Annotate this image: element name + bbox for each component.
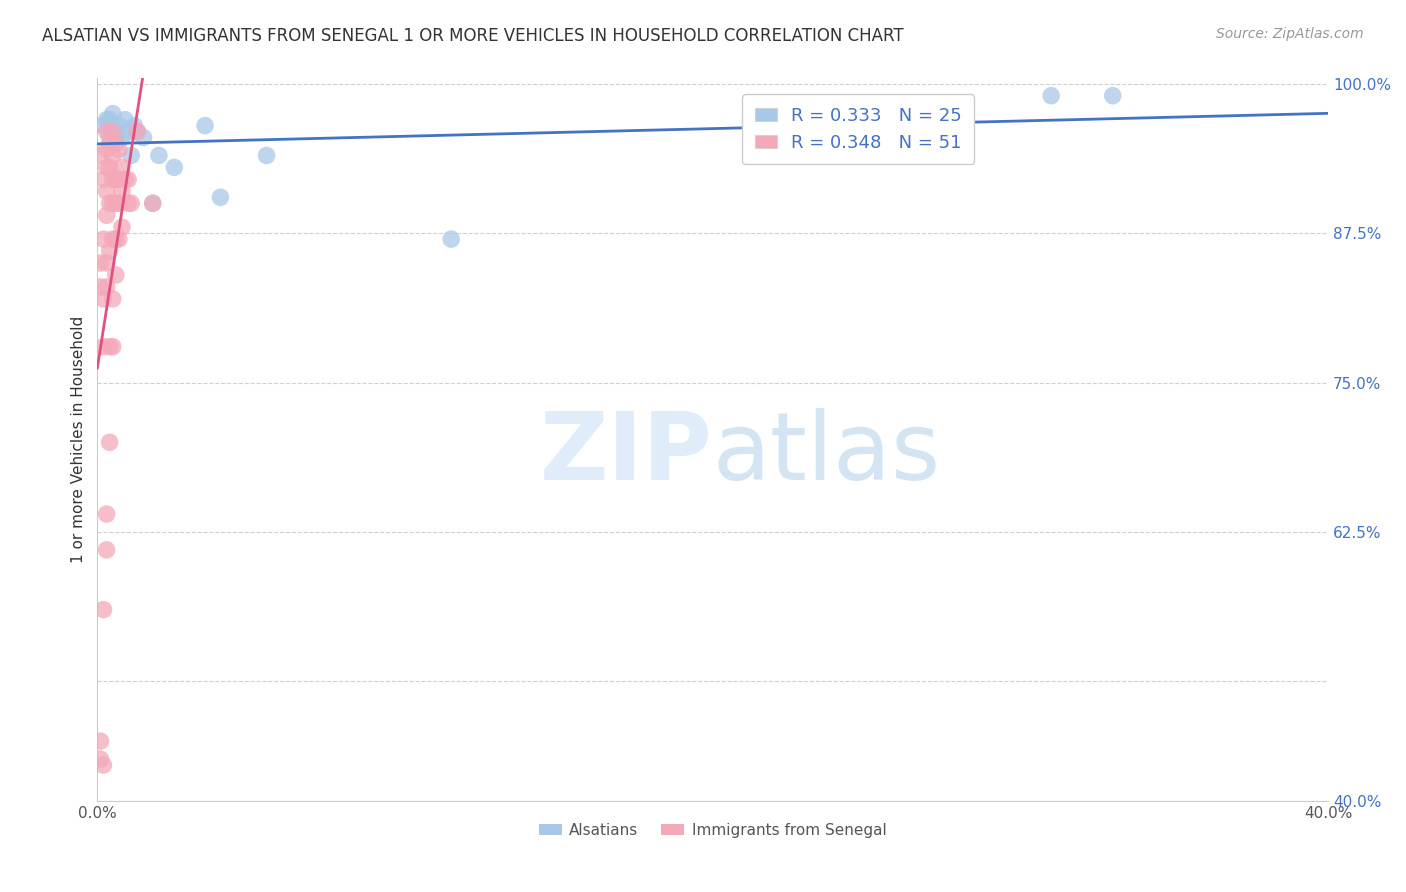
Point (98, 196, 121, 211)
Point (132, 130, 155, 145)
Point (256, 148, 278, 162)
Point (108, 172, 131, 186)
Point (111, 184, 134, 198)
Point (111, 161, 134, 175)
Point (93, 232, 115, 246)
Point (96, 184, 118, 198)
Text: ALSATIAN VS IMMIGRANTS FROM SENEGAL 1 OR MORE VEHICLES IN HOUSEHOLD CORRELATION : ALSATIAN VS IMMIGRANTS FROM SENEGAL 1 OR… (42, 27, 904, 45)
Point (101, 292, 124, 306)
Point (194, 119, 217, 133)
Point (108, 196, 131, 211)
Point (124, 119, 146, 133)
Point (127, 124, 149, 138)
Point (101, 124, 124, 138)
Point (104, 136, 127, 151)
Point (96, 161, 118, 175)
Point (1101, 88, 1123, 103)
Point (101, 148, 124, 162)
Point (89, 280, 111, 294)
Point (98, 244, 121, 258)
Point (98, 435, 121, 450)
Point (96, 208, 118, 222)
Point (101, 106, 124, 120)
Point (101, 196, 124, 211)
Point (96, 143, 118, 157)
Legend: Alsatians, Immigrants from Senegal: Alsatians, Immigrants from Senegal (533, 817, 893, 844)
Point (117, 196, 139, 211)
Point (89, 256, 111, 270)
Point (117, 172, 139, 186)
Y-axis label: 1 or more Vehicles in Household: 1 or more Vehicles in Household (72, 316, 86, 563)
Point (117, 124, 139, 138)
Point (104, 124, 127, 138)
Point (96, 112, 118, 127)
Point (96, 280, 118, 294)
Point (163, 161, 186, 175)
Point (209, 190, 232, 204)
Point (104, 196, 127, 211)
Point (114, 172, 136, 186)
Point (111, 130, 134, 145)
Point (440, 232, 463, 246)
Text: Source: ZipAtlas.com: Source: ZipAtlas.com (1216, 27, 1364, 41)
Point (89, 148, 111, 162)
Point (98, 136, 121, 151)
Text: ZIP: ZIP (540, 408, 713, 500)
Point (93, 340, 115, 354)
Point (93, 172, 115, 186)
Point (104, 232, 127, 246)
Point (98, 112, 121, 127)
Point (96, 256, 118, 270)
Point (98, 130, 121, 145)
Point (101, 124, 124, 138)
Point (96, 124, 118, 138)
Point (89, 752, 111, 766)
Point (108, 232, 131, 246)
Point (98, 161, 121, 175)
Point (104, 172, 127, 186)
Point (111, 220, 134, 235)
Point (101, 340, 124, 354)
Point (98, 340, 121, 354)
Point (127, 124, 149, 138)
Point (142, 196, 165, 211)
Point (120, 148, 142, 162)
Point (93, 758, 115, 772)
Point (142, 196, 165, 211)
Point (93, 292, 115, 306)
Point (93, 602, 115, 616)
Point (104, 130, 127, 145)
Point (89, 734, 111, 748)
Point (101, 232, 124, 246)
Point (1040, 88, 1063, 103)
Point (148, 148, 170, 162)
Point (101, 172, 124, 186)
Point (114, 112, 136, 127)
Point (108, 143, 131, 157)
Point (108, 119, 131, 133)
Text: atlas: atlas (713, 408, 941, 500)
Point (104, 268, 127, 282)
Point (96, 507, 118, 521)
Point (120, 196, 142, 211)
Point (93, 119, 115, 133)
Point (96, 542, 118, 557)
